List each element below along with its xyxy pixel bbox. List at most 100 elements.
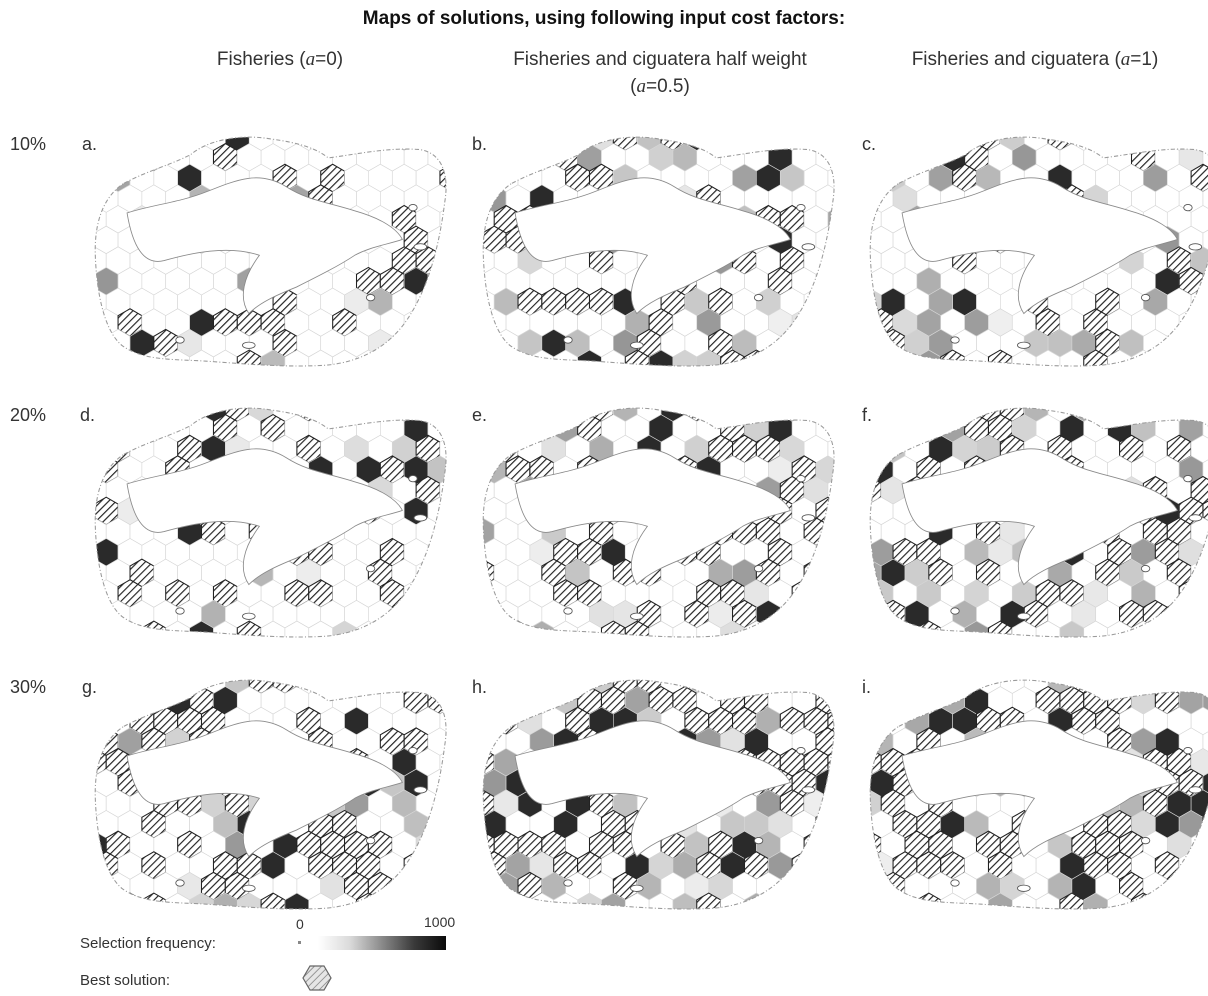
planning-unit-hexagon (517, 680, 543, 694)
planning-unit-hexagon (541, 680, 566, 694)
planning-unit-hexagon (1095, 408, 1120, 422)
planning-unit-hexagon (815, 538, 835, 567)
planning-unit-hexagon (95, 163, 107, 193)
planning-unit-hexagon (756, 137, 781, 151)
planning-unit-hexagon (904, 408, 930, 422)
planning-unit-hexagon (1166, 408, 1192, 422)
planning-unit-hexagon (483, 685, 507, 715)
map-a (94, 136, 447, 367)
planning-unit-hexagon (483, 871, 495, 901)
planning-unit-hexagon (779, 137, 805, 151)
panel-label-g: g. (82, 677, 98, 697)
island-shape (796, 747, 806, 755)
planning-unit-hexagon (403, 349, 429, 366)
planning-unit-hexagon (870, 685, 894, 715)
island-shape (408, 475, 418, 483)
planning-unit-hexagon (483, 137, 495, 151)
study-area-outline (482, 407, 835, 638)
planning-unit-hexagon (153, 137, 178, 151)
planning-unit-hexagon (1178, 892, 1204, 909)
island-shape (801, 514, 816, 522)
planning-unit-hexagon (870, 680, 882, 695)
planning-unit-hexagon (870, 620, 894, 637)
planning-unit-hexagon (368, 408, 393, 422)
planning-unit-hexagon (483, 349, 507, 366)
island-shape (950, 879, 960, 887)
island-shape (563, 879, 573, 887)
planning-unit-hexagon (483, 620, 507, 637)
island-shape (801, 243, 816, 251)
planning-unit-hexagon (427, 851, 447, 880)
island-shape (413, 514, 428, 522)
planning-unit-hexagon (95, 872, 107, 901)
planning-unit-hexagon (880, 137, 906, 151)
planning-unit-hexagon (177, 137, 202, 151)
planning-unit-hexagon (1143, 680, 1168, 694)
planning-unit-hexagon (1059, 349, 1085, 366)
island-shape (796, 475, 806, 483)
planning-unit-hexagon (928, 137, 953, 151)
planning-unit-hexagon (344, 408, 369, 423)
study-area-outline (94, 679, 447, 910)
island-shape (563, 607, 573, 615)
planning-unit-hexagon (493, 408, 519, 422)
planning-unit-hexagon (952, 680, 978, 695)
planning-unit-hexagon (153, 408, 178, 422)
planning-unit-hexagon (1059, 620, 1085, 637)
planning-unit-hexagon (732, 408, 757, 422)
planning-unit-hexagon (904, 680, 930, 694)
planning-unit-hexagon (791, 892, 817, 909)
planning-unit-hexagon (1190, 329, 1208, 358)
planning-unit-hexagon (427, 810, 447, 839)
planning-unit-hexagon (870, 143, 894, 172)
island-shape (242, 612, 256, 620)
planning-unit-hexagon (815, 620, 835, 637)
planning-unit-hexagon (565, 408, 590, 422)
island-shape (563, 336, 573, 344)
row-label-20: 20% (10, 405, 47, 425)
island-shape (753, 565, 764, 573)
study-area-outline (869, 679, 1208, 910)
planning-unit-hexagon (380, 349, 405, 366)
planning-unit-hexagon (483, 600, 495, 629)
planning-unit-hexagon (779, 408, 805, 423)
planning-unit-hexagon (483, 892, 507, 909)
map-c (869, 136, 1208, 367)
island-shape (1017, 612, 1031, 620)
planning-unit-hexagon (177, 408, 203, 423)
planning-unit-hexagon (439, 830, 447, 860)
planning-unit-hexagon (624, 620, 650, 637)
planning-unit-hexagon (105, 408, 131, 422)
planning-unit-hexagon (439, 246, 447, 275)
planning-unit-hexagon (1035, 620, 1061, 637)
planning-unit-hexagon (517, 137, 543, 151)
planning-unit-hexagon (904, 137, 930, 152)
planning-unit-hexagon (308, 620, 333, 637)
island-shape (1140, 565, 1151, 573)
study-area-outline (94, 407, 447, 638)
planning-unit-hexagon (1011, 620, 1037, 637)
planning-unit-hexagon (827, 789, 835, 818)
planning-unit-hexagon (827, 517, 835, 546)
island-shape (413, 243, 428, 251)
planning-unit-hexagon (803, 872, 829, 901)
panel-label-d: d. (80, 405, 96, 425)
planning-unit-hexagon (952, 408, 977, 422)
planning-unit-hexagon (105, 137, 131, 151)
planning-unit-hexagon (483, 680, 495, 694)
lagoon-shape (901, 177, 1178, 315)
planning-unit-hexagon (565, 680, 591, 695)
lagoon-shape (514, 448, 791, 586)
planning-unit-hexagon (95, 620, 119, 637)
planning-unit-hexagon (672, 349, 698, 366)
planning-unit-hexagon (892, 143, 918, 172)
planning-unit-hexagon (541, 137, 566, 151)
planning-unit-hexagon (153, 680, 178, 694)
planning-unit-hexagon (803, 680, 829, 694)
island-shape (1183, 747, 1193, 755)
planning-unit-hexagon (1154, 620, 1180, 637)
island-shape (1183, 204, 1193, 212)
planning-unit-hexagon (439, 872, 447, 901)
planning-unit-hexagon (284, 892, 310, 909)
map-g (94, 679, 447, 910)
